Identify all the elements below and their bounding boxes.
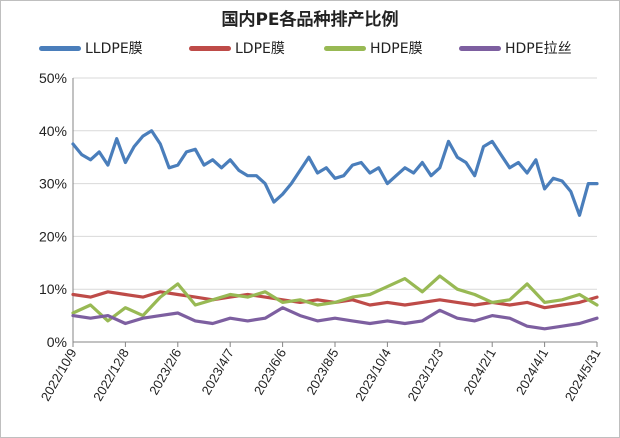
x-tick-label: 2023/4/7	[199, 346, 237, 397]
x-tick-label: 2023/10/4	[352, 346, 394, 404]
x-tick-label: 2023/2/6	[146, 346, 184, 397]
x-tick-label: 2024/4/1	[513, 346, 551, 397]
legend-item-ldpe: LDPE膜	[189, 39, 285, 57]
legend-swatch	[324, 45, 366, 51]
legend-item-hdpe-yarn: HDPE拉丝	[459, 39, 572, 57]
legend-label: HDPE膜	[370, 41, 423, 57]
legend-item-hdpe-film: HDPE膜	[324, 39, 423, 57]
x-tick-label: 2024/2/1	[461, 346, 499, 397]
y-tick-label: 30%	[39, 176, 67, 192]
series-line-0	[71, 129, 599, 217]
x-tick-label: 2023/12/3	[404, 346, 446, 404]
y-tick-label: 40%	[39, 123, 67, 139]
chart-title: 国内PE各品种排产比例	[221, 10, 399, 30]
legend-label: LLDPE膜	[85, 41, 143, 57]
y-tick-label: 0%	[47, 334, 67, 350]
legend-swatch	[39, 45, 81, 51]
y-tick-label: 10%	[39, 281, 67, 297]
legend-swatch	[189, 45, 231, 51]
x-tick-label: 2022/10/9	[38, 346, 80, 404]
y-tick-label: 20%	[39, 228, 67, 244]
x-tick-label: 2023/8/5	[303, 346, 341, 397]
legend-swatch	[459, 45, 501, 51]
x-tick-label: 2023/6/6	[251, 346, 289, 397]
series-line-2	[71, 274, 599, 323]
series-line-3	[71, 306, 599, 331]
x-tick-label: 2022/12/8	[90, 346, 132, 404]
legend-item-lldpe: LLDPE膜	[39, 39, 143, 57]
legend-label: HDPE拉丝	[505, 41, 572, 57]
legend-label: LDPE膜	[235, 41, 285, 57]
x-tick-label: 2024/5/31	[562, 346, 604, 404]
y-tick-label: 50%	[39, 70, 67, 86]
